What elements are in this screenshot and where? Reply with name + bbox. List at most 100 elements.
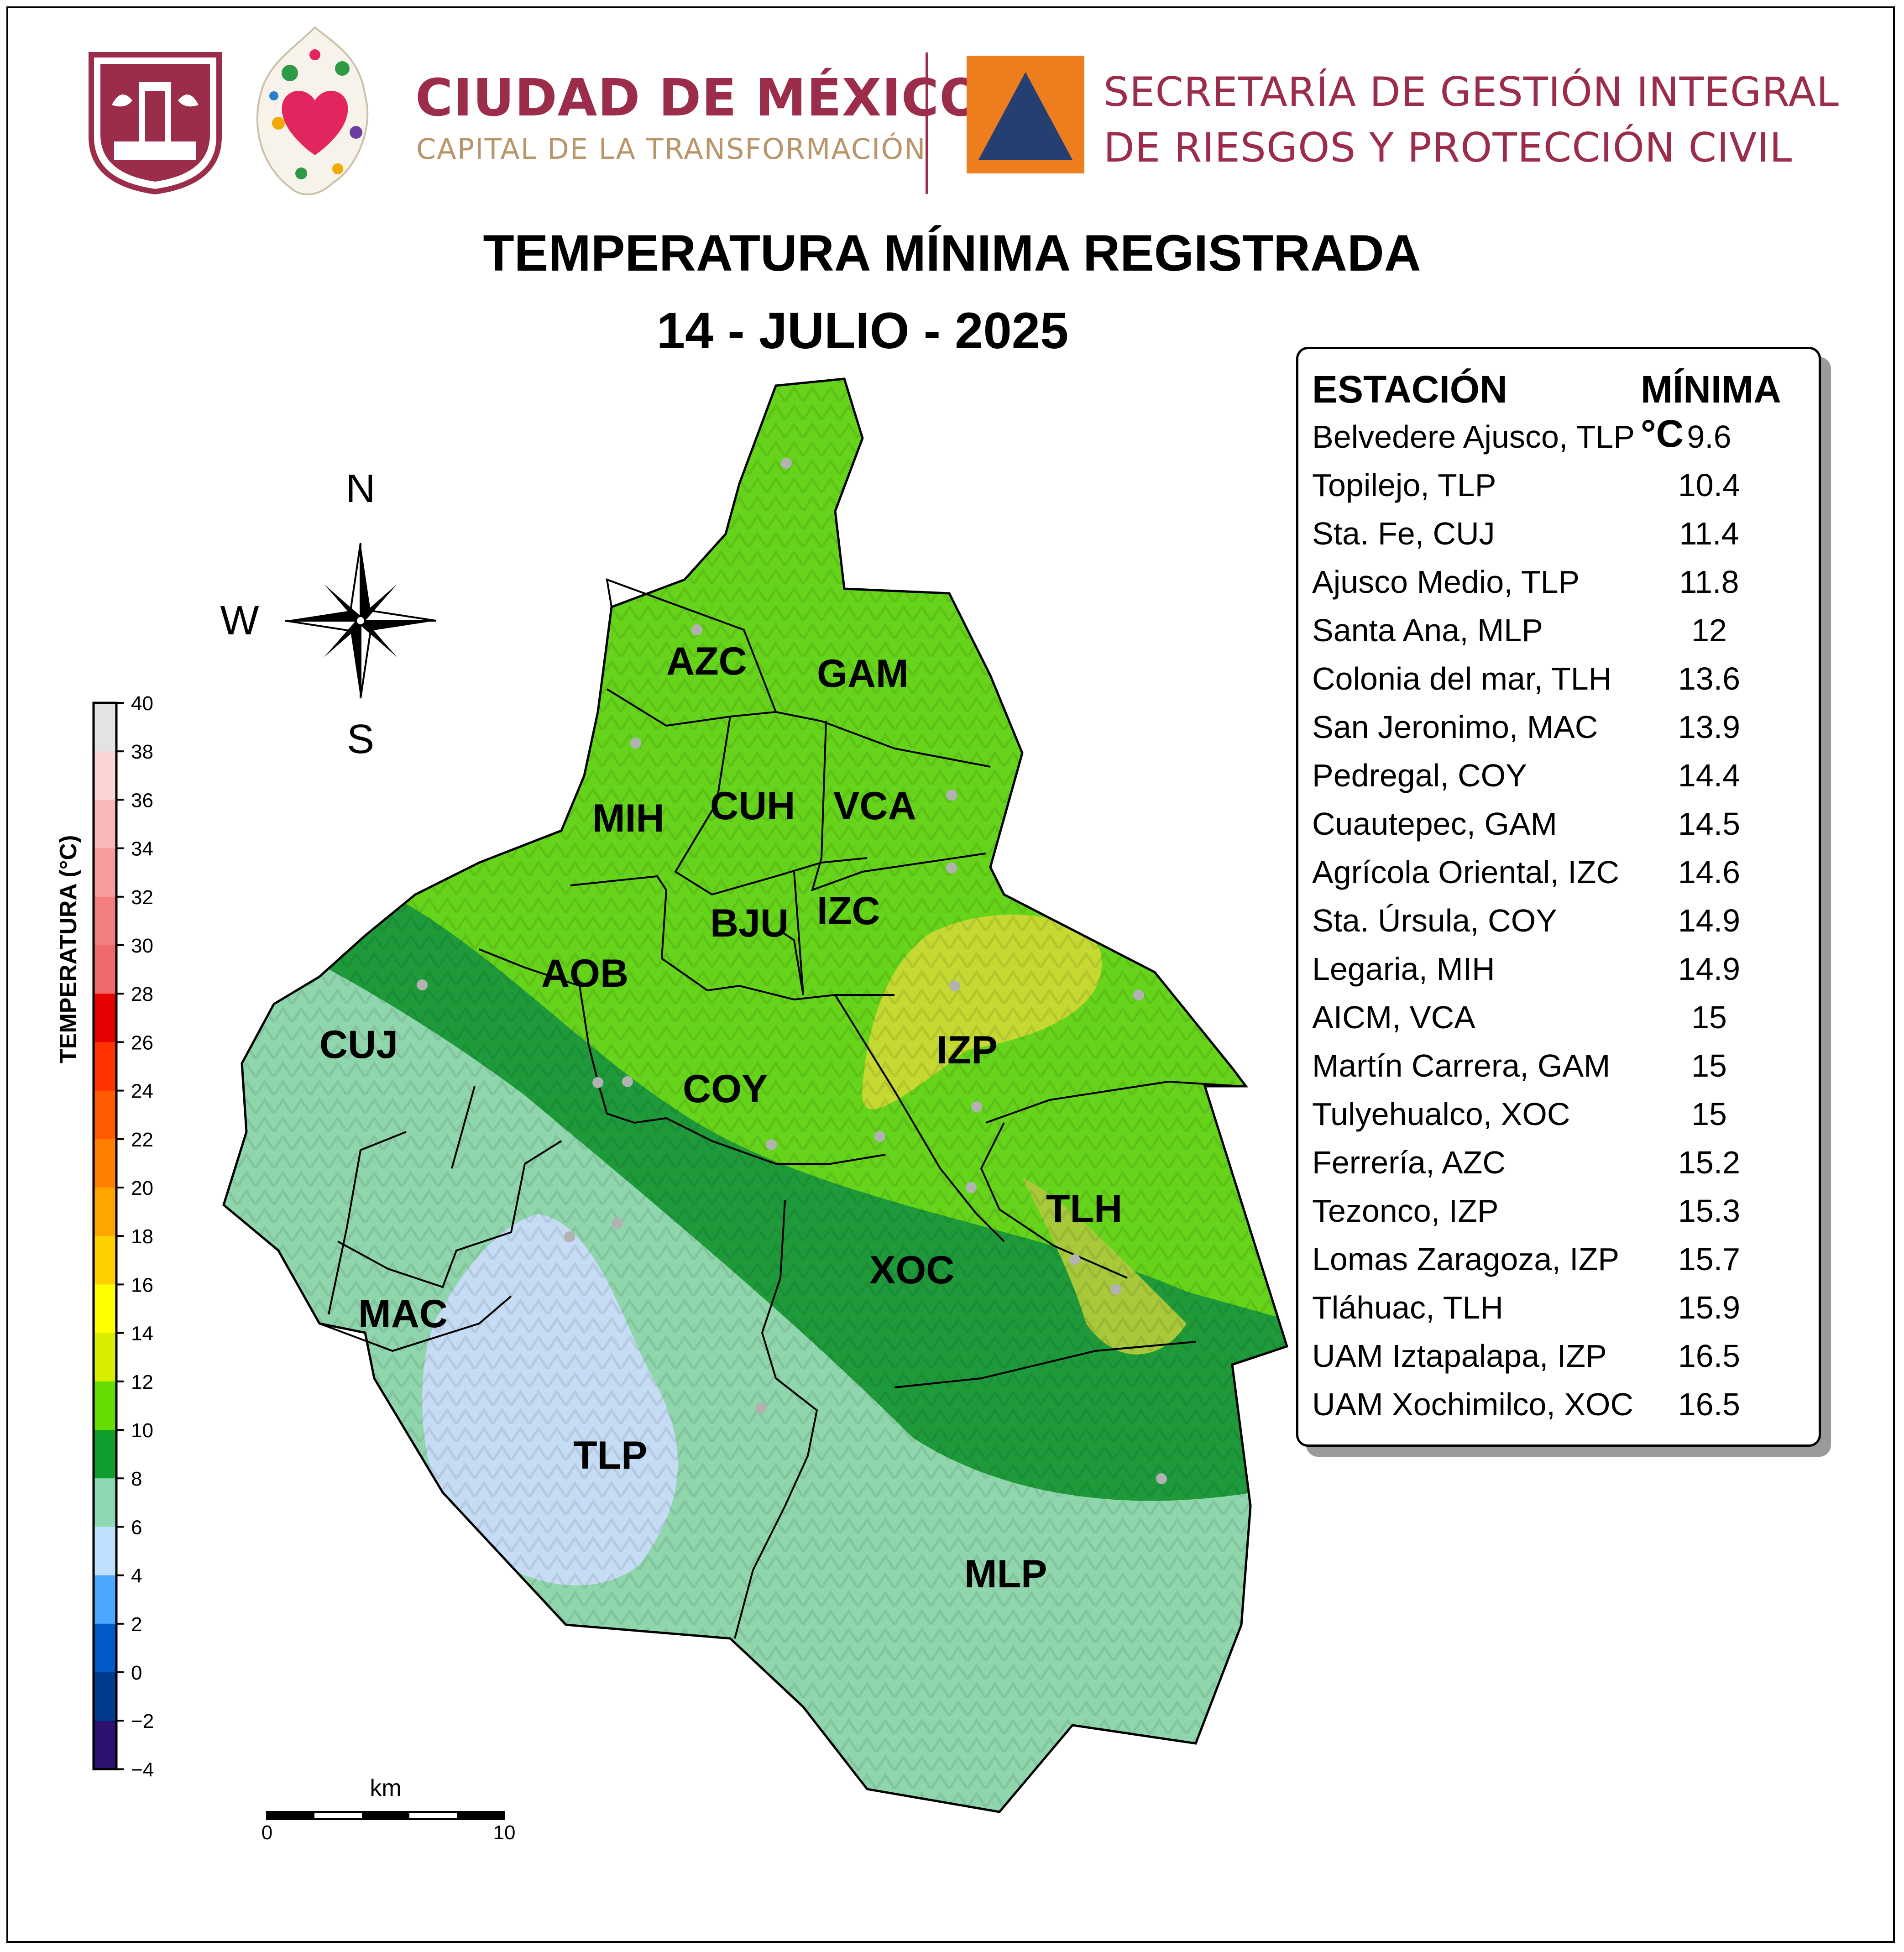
station-name: Sta. Fe, CUJ [1312, 516, 1495, 551]
station-marker [946, 790, 957, 801]
table-row: Agrícola Oriental, IZC 14.6 [1298, 854, 1819, 902]
colorbar-segment [94, 994, 116, 1042]
colorbar-tick-label: 10 [131, 1419, 153, 1442]
station-min-temp: 11.8 [1679, 564, 1739, 600]
station-name: UAM Xochimilco, XOC [1312, 1387, 1634, 1422]
table-row: Tezonco, IZP 15.3 [1298, 1193, 1819, 1241]
colorbar-tick-label: 12 [131, 1371, 153, 1393]
station-min-temp: 9.6 [1687, 419, 1731, 455]
compass-west: W [220, 598, 259, 644]
colorbar-tick-label: −2 [131, 1710, 154, 1732]
station-marker [622, 1076, 633, 1087]
colorbar-tick-label: 22 [131, 1129, 153, 1151]
colorbar-segment [94, 1527, 116, 1576]
borough-label: AOB [541, 952, 628, 995]
borough-label: IZP [936, 1028, 998, 1072]
colorbar-segment [94, 1139, 116, 1188]
station-marker [756, 1403, 767, 1413]
colorbar-segment [94, 751, 116, 800]
station-name: Cuautepec, GAM [1312, 806, 1557, 842]
colorbar-tick-label: 28 [131, 983, 153, 1005]
table-row: Belvedere Ajusco, TLP 9.6 [1298, 419, 1819, 467]
city-slogan: CAPITAL DE LA TRANSFORMACIÓN [416, 132, 926, 166]
station-name: Topilejo, TLP [1312, 467, 1496, 503]
station-marker [1069, 1254, 1080, 1265]
station-marker [592, 1077, 603, 1088]
cdmx-shield-logo [89, 52, 222, 195]
table-row: Sta. Fe, CUJ 11.4 [1298, 515, 1819, 564]
borough-label: AZC [666, 639, 747, 683]
station-min-temp: 15.7 [1678, 1241, 1741, 1277]
station-name: Belvedere Ajusco, TLP [1312, 419, 1635, 455]
borough-labels: AZC GAM MIH CUH VCA IZC BJU AOB CUJ COY … [319, 639, 1122, 1596]
borough-boundaries [319, 578, 1242, 1639]
table-row: Martín Carrera, GAM 15 [1298, 1047, 1819, 1096]
table-row: Ferrería, AZC 15.2 [1298, 1144, 1819, 1193]
station-marker [874, 1131, 885, 1142]
scale-unit: km [370, 1775, 401, 1801]
station-min-temp: 10.4 [1678, 467, 1741, 503]
colorbar-segment [94, 848, 116, 897]
colorbar-segment [94, 1430, 116, 1479]
station-marker [766, 1139, 777, 1150]
table-row: Legaria, MIH 14.9 [1298, 951, 1819, 999]
station-name: Legaria, MIH [1312, 951, 1495, 987]
station-name: Colonia del mar, TLH [1312, 661, 1612, 696]
station-name: Tezonco, IZP [1312, 1193, 1499, 1229]
scale-end: 10 [493, 1821, 516, 1844]
borough-label: GAM [817, 652, 909, 696]
station-min-temp: 14.6 [1678, 854, 1741, 890]
borough-label: TLH [1046, 1187, 1122, 1231]
borough-label: IZC [817, 889, 880, 933]
proteccion-civil-logo [967, 56, 1084, 173]
station-name: Tulyehualco, XOC [1312, 1096, 1570, 1132]
cdmx-heart-logo [256, 26, 369, 195]
colorbar-segment [94, 1188, 116, 1236]
colorbar-segment [94, 1721, 116, 1769]
city-name: CIUDAD DE MÉXICO [415, 68, 983, 128]
table-row: UAM Xochimilco, XOC 16.5 [1298, 1386, 1819, 1434]
table-row: Cuautepec, GAM 14.5 [1298, 806, 1819, 854]
table-row: UAM Iztapalapa, IZP 16.5 [1298, 1338, 1819, 1386]
colorbar-segment [94, 1333, 116, 1382]
table-row: Colonia del mar, TLH 13.6 [1298, 660, 1819, 709]
colorbar-segment [94, 1575, 116, 1624]
colorbar-segment [94, 1042, 116, 1091]
station-name: Ferrería, AZC [1312, 1145, 1506, 1180]
map-date: 14 - JULIO - 2025 [656, 302, 1069, 359]
colorbar-tick-label: −4 [131, 1758, 154, 1781]
station-marker [564, 1231, 575, 1242]
station-min-temp: 15 [1691, 1096, 1727, 1132]
borough-label: MAC [358, 1292, 448, 1336]
colorbar-tick-label: 8 [131, 1468, 142, 1490]
station-name: UAM Iztapalapa, IZP [1312, 1338, 1607, 1374]
table-header-station: ESTACIÓN [1312, 368, 1507, 411]
station-min-temp: 11.4 [1679, 516, 1739, 551]
colorbar-tick-label: 32 [131, 886, 153, 909]
station-min-temp: 14.5 [1678, 806, 1741, 842]
station-min-temp: 15.9 [1678, 1290, 1741, 1325]
compass-north: N [346, 475, 376, 511]
colorbar-tick-label: 0 [131, 1662, 142, 1684]
station-min-temp: 13.9 [1678, 709, 1741, 745]
colorbar-segment [94, 896, 116, 946]
station-marker [1110, 1284, 1121, 1295]
station-name: Santa Ana, MLP [1312, 612, 1543, 648]
station-marker [612, 1218, 623, 1229]
borough-label: BJU [710, 901, 789, 945]
station-marker [781, 458, 792, 469]
table-row: Ajusco Medio, TLP 11.8 [1298, 564, 1819, 612]
colorbar-segment [94, 1381, 116, 1430]
station-min-temp: 13.6 [1678, 661, 1741, 696]
colorbar-segment [94, 1672, 116, 1721]
table-header-min: MÍNIMA °C [1641, 368, 1780, 455]
colorbar-tick-label: 16 [131, 1274, 153, 1296]
station-min-temp: 16.5 [1678, 1338, 1741, 1374]
colorbar-segment [94, 1623, 116, 1673]
station-marker [971, 1101, 982, 1112]
station-marker [966, 1182, 977, 1193]
colorbar-tick-label: 14 [131, 1323, 153, 1345]
map-title: TEMPERATURA MÍNIMA REGISTRADA [483, 225, 1421, 282]
station-marker [1133, 989, 1144, 1000]
borough-label: CUJ [319, 1023, 398, 1067]
